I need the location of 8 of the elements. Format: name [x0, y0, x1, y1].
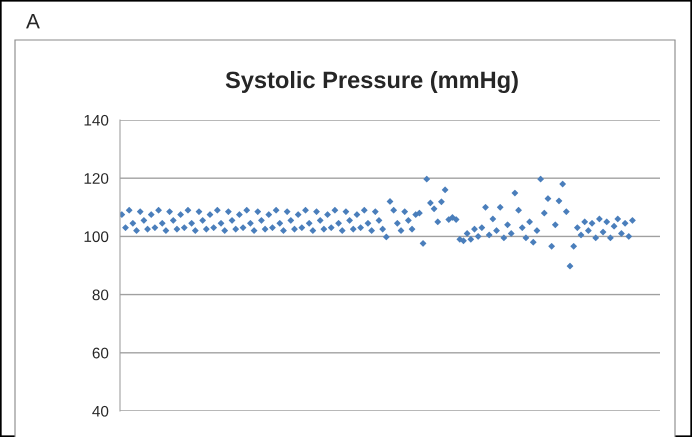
chart-title: Systolic Pressure (mmHg)	[226, 70, 518, 94]
y-tick-label: 80	[92, 289, 108, 300]
y-tick-label: 40	[92, 406, 108, 417]
y-tick-label: 100	[84, 231, 108, 242]
text: A	[26, 14, 40, 28]
y-tick-label: 120	[84, 173, 108, 184]
y-tick-label: 140	[84, 114, 108, 126]
y-tick-label: 60	[92, 348, 108, 358]
